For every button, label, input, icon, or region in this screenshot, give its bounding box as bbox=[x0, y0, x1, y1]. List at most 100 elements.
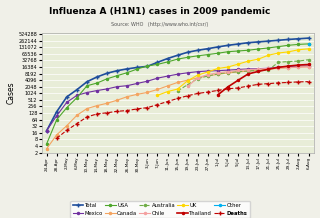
Canada bbox=[105, 102, 109, 105]
Mexico bbox=[75, 94, 79, 97]
UK bbox=[186, 79, 189, 82]
Mexico bbox=[55, 114, 59, 117]
Canada bbox=[125, 95, 129, 98]
Total bbox=[45, 129, 49, 132]
Deaths bbox=[206, 91, 210, 93]
Total bbox=[115, 69, 119, 72]
Mexico bbox=[186, 72, 189, 74]
Australia bbox=[186, 83, 189, 86]
Thailand bbox=[297, 64, 300, 66]
Deaths bbox=[65, 129, 69, 131]
USA bbox=[236, 50, 240, 52]
Mexico bbox=[135, 82, 139, 85]
UK bbox=[276, 52, 280, 54]
Total bbox=[55, 110, 59, 113]
Mexico bbox=[236, 68, 240, 71]
Canada bbox=[196, 77, 200, 79]
Total bbox=[256, 41, 260, 43]
Mexico bbox=[256, 67, 260, 70]
Total bbox=[276, 39, 280, 42]
Mexico bbox=[297, 65, 300, 67]
Total bbox=[85, 80, 89, 83]
Mexico bbox=[156, 77, 159, 80]
Total bbox=[226, 44, 230, 47]
Deaths bbox=[135, 107, 139, 110]
Chile bbox=[276, 67, 280, 69]
USA bbox=[266, 47, 270, 49]
Line: UK: UK bbox=[156, 48, 310, 96]
Mexico bbox=[216, 69, 220, 72]
USA bbox=[226, 50, 230, 53]
Total bbox=[196, 49, 200, 52]
Text: Influenza A (H1N1) cases in 2009 pandemic: Influenza A (H1N1) cases in 2009 pandemi… bbox=[49, 7, 271, 15]
Canada bbox=[216, 73, 220, 76]
Australia bbox=[216, 73, 220, 75]
UK bbox=[156, 94, 159, 97]
USA bbox=[75, 96, 79, 99]
Canada bbox=[95, 104, 99, 107]
Y-axis label: Cases: Cases bbox=[7, 81, 16, 104]
Deaths bbox=[176, 97, 180, 100]
USA bbox=[105, 77, 109, 80]
Mexico bbox=[206, 70, 210, 72]
USA bbox=[55, 118, 59, 121]
Canada bbox=[115, 99, 119, 102]
Total bbox=[176, 54, 180, 57]
Total bbox=[125, 68, 129, 70]
USA bbox=[246, 49, 250, 51]
Deaths bbox=[297, 81, 300, 83]
Deaths bbox=[186, 94, 189, 97]
Total bbox=[266, 40, 270, 43]
Canada bbox=[156, 88, 159, 91]
Deaths bbox=[166, 100, 170, 103]
Total bbox=[156, 61, 159, 64]
Mexico bbox=[146, 80, 149, 83]
Deaths bbox=[246, 85, 250, 87]
UK bbox=[307, 48, 310, 50]
Thailand bbox=[286, 65, 290, 67]
USA bbox=[146, 65, 149, 67]
Canada bbox=[236, 71, 240, 73]
Canada bbox=[55, 133, 59, 136]
Australia bbox=[176, 90, 180, 92]
USA bbox=[186, 56, 189, 59]
Canada bbox=[297, 66, 300, 68]
Thailand bbox=[276, 66, 280, 69]
Total bbox=[307, 37, 310, 39]
USA bbox=[307, 43, 310, 45]
Canada bbox=[256, 69, 260, 71]
Mexico bbox=[276, 66, 280, 68]
Thailand bbox=[226, 85, 230, 88]
USA bbox=[216, 52, 220, 54]
Deaths bbox=[146, 106, 149, 109]
Deaths bbox=[156, 103, 159, 106]
USA bbox=[176, 58, 180, 60]
Australia bbox=[256, 69, 260, 72]
UK bbox=[266, 54, 270, 56]
Total bbox=[95, 76, 99, 78]
Chile bbox=[216, 72, 220, 74]
Chile bbox=[246, 68, 250, 71]
Australia bbox=[246, 70, 250, 72]
Australia bbox=[286, 60, 290, 63]
Canada bbox=[135, 93, 139, 96]
Australia bbox=[307, 58, 310, 61]
USA bbox=[206, 53, 210, 56]
Canada bbox=[186, 79, 189, 82]
Mexico bbox=[65, 101, 69, 104]
Deaths bbox=[85, 116, 89, 118]
UK bbox=[297, 48, 300, 51]
USA bbox=[125, 71, 129, 74]
Deaths bbox=[115, 110, 119, 113]
Deaths bbox=[125, 109, 129, 112]
Line: Mexico: Mexico bbox=[45, 65, 310, 132]
Chile bbox=[186, 85, 189, 88]
Line: Australia: Australia bbox=[177, 59, 310, 92]
USA bbox=[45, 143, 49, 145]
Deaths bbox=[307, 80, 310, 83]
Deaths bbox=[236, 87, 240, 89]
USA bbox=[115, 74, 119, 77]
USA bbox=[286, 44, 290, 47]
Chile bbox=[266, 67, 270, 70]
Total bbox=[146, 65, 149, 68]
